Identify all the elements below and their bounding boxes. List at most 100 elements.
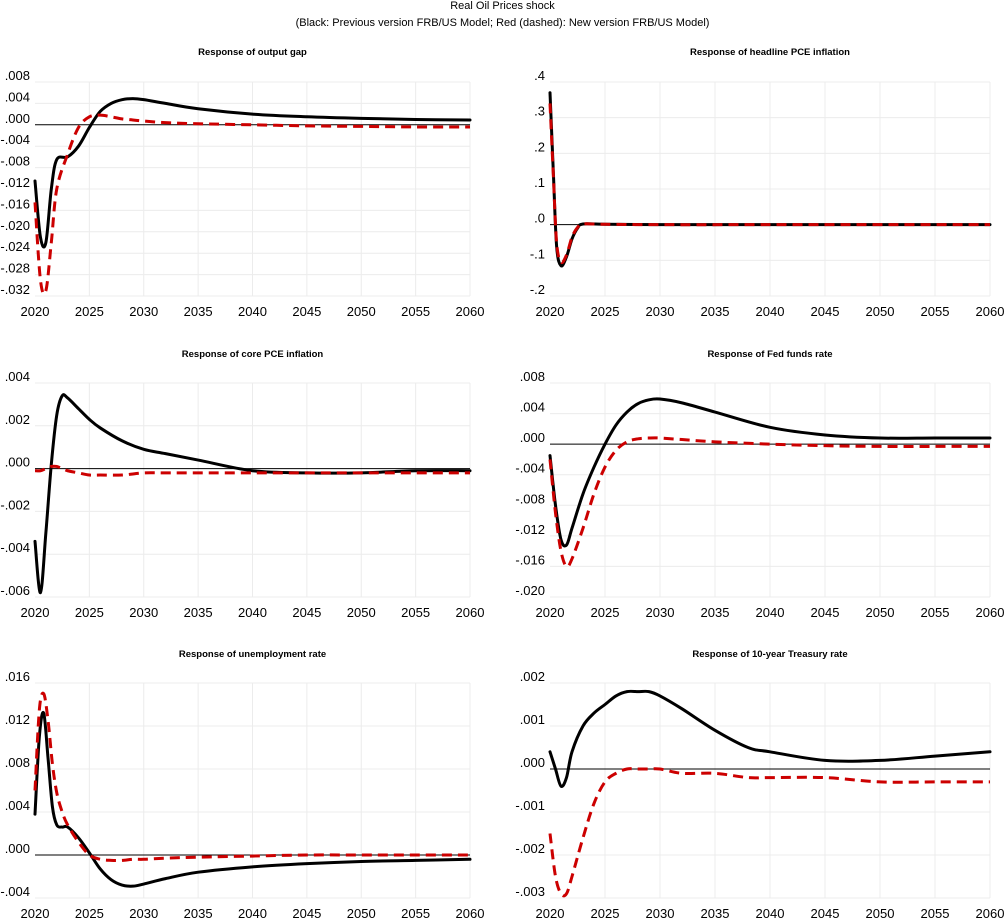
x-tick-label: 2020 bbox=[21, 605, 50, 620]
x-tick-label: 2050 bbox=[866, 605, 895, 620]
x-tick-label: 2055 bbox=[921, 304, 950, 319]
series-line-previous-frbus bbox=[33, 97, 472, 249]
y-tick-label: -.004 bbox=[515, 461, 545, 476]
x-tick-label: 2045 bbox=[811, 906, 840, 921]
x-tick-label: 2025 bbox=[591, 605, 620, 620]
x-tick-label: 2030 bbox=[129, 906, 158, 921]
y-tick-label: .1 bbox=[534, 175, 545, 190]
x-tick-label: 2025 bbox=[591, 906, 620, 921]
x-tick-label: 2055 bbox=[401, 906, 430, 921]
x-tick-label: 2050 bbox=[866, 906, 895, 921]
x-tick-label: 2045 bbox=[292, 906, 321, 921]
chart-panel-3: Response of core PCE inflation 2020 2025 20… bbox=[0, 349, 484, 620]
x-tick-label: 2045 bbox=[811, 605, 840, 620]
x-tick-label: 2055 bbox=[921, 605, 950, 620]
y-tick-label: .000 bbox=[5, 455, 30, 470]
x-tick-label: 2030 bbox=[129, 605, 158, 620]
x-tick-label: 2060 bbox=[976, 605, 1005, 620]
series-line-new-frbus bbox=[548, 767, 990, 898]
y-tick-label: -.028 bbox=[0, 261, 30, 276]
chart-panel-6: Response of 10-year Treasury rate 2020 202… bbox=[515, 649, 1004, 921]
x-tick-label: 2050 bbox=[866, 304, 895, 319]
y-tick-label: -.002 bbox=[0, 497, 30, 512]
x-tick-label: 2050 bbox=[347, 605, 376, 620]
chart-title: Response of Fed funds rate bbox=[707, 349, 832, 360]
y-tick-label: -.012 bbox=[515, 522, 545, 537]
chart-title: Response of 10-year Treasury rate bbox=[692, 649, 847, 660]
figure-subtitle-legend: (Black: Previous version FRB/US Model; R… bbox=[295, 17, 710, 29]
x-tick-label: 2020 bbox=[21, 906, 50, 921]
y-tick-label: -.2 bbox=[530, 282, 545, 297]
chart-title: Response of core PCE inflation bbox=[182, 349, 324, 360]
x-tick-label: 2050 bbox=[347, 906, 376, 921]
y-tick-label: .002 bbox=[5, 412, 30, 427]
x-tick-label: 2060 bbox=[976, 304, 1005, 319]
chart-panel-2: Response of headline PCE inflation 2020 20… bbox=[530, 47, 1005, 319]
series-line-new-frbus bbox=[34, 464, 470, 477]
x-tick-label: 2035 bbox=[184, 605, 213, 620]
x-tick-label: 2035 bbox=[701, 605, 730, 620]
x-tick-label: 2040 bbox=[238, 906, 267, 921]
y-tick-label: -.008 bbox=[515, 491, 545, 506]
x-tick-label: 2020 bbox=[536, 605, 565, 620]
chart-panel-4: Response of Fed funds rate 2020 2025 2030 20… bbox=[515, 349, 1004, 620]
x-tick-label: 2045 bbox=[292, 605, 321, 620]
y-tick-label: .012 bbox=[5, 712, 30, 727]
chart-panel-1: Response of output gap 2020 2025 2030 2035 20… bbox=[0, 47, 484, 319]
y-tick-label: .004 bbox=[5, 369, 30, 384]
x-tick-label: 2040 bbox=[238, 605, 267, 620]
y-tick-label: -.016 bbox=[515, 552, 545, 567]
y-tick-label: .004 bbox=[5, 89, 30, 104]
y-tick-label: .000 bbox=[5, 111, 30, 126]
x-tick-label: 2060 bbox=[456, 605, 485, 620]
series-line-new-frbus bbox=[548, 103, 990, 265]
x-tick-label: 2020 bbox=[536, 906, 565, 921]
y-tick-label: .4 bbox=[534, 68, 545, 83]
y-tick-label: -.020 bbox=[0, 218, 30, 233]
y-tick-label: -.1 bbox=[530, 246, 545, 261]
x-tick-label: 2030 bbox=[646, 906, 675, 921]
series-line-new-frbus bbox=[33, 113, 471, 296]
y-tick-label: .016 bbox=[5, 669, 30, 684]
series-line-previous-frbus bbox=[548, 397, 992, 548]
figure-title: Real Oil Prices shock bbox=[450, 0, 555, 12]
x-tick-label: 2040 bbox=[756, 605, 785, 620]
y-tick-label: .000 bbox=[520, 755, 545, 770]
x-tick-label: 2055 bbox=[401, 304, 430, 319]
y-tick-label: -.020 bbox=[515, 583, 545, 598]
x-tick-label: 2035 bbox=[701, 304, 730, 319]
x-tick-label: 2030 bbox=[646, 605, 675, 620]
y-tick-label: .3 bbox=[534, 104, 545, 119]
x-tick-label: 2035 bbox=[184, 906, 213, 921]
x-tick-label: 2040 bbox=[756, 304, 785, 319]
y-tick-label: .004 bbox=[5, 798, 30, 813]
chart-title: Response of unemployment rate bbox=[179, 649, 326, 660]
x-tick-label: 2020 bbox=[21, 304, 50, 319]
x-tick-label: 2060 bbox=[456, 304, 485, 319]
y-tick-label: .008 bbox=[520, 369, 545, 384]
x-tick-label: 2050 bbox=[347, 304, 376, 319]
x-tick-label: 2045 bbox=[292, 304, 321, 319]
y-tick-label: -.004 bbox=[0, 132, 30, 147]
y-tick-label: .0 bbox=[534, 211, 545, 226]
y-tick-label: .2 bbox=[534, 139, 545, 154]
y-tick-label: -.016 bbox=[0, 196, 30, 211]
chart-title: Response of headline PCE inflation bbox=[690, 47, 850, 58]
y-tick-label: .008 bbox=[5, 755, 30, 770]
x-tick-label: 2025 bbox=[75, 304, 104, 319]
x-tick-label: 2025 bbox=[75, 906, 104, 921]
x-tick-label: 2055 bbox=[921, 906, 950, 921]
series-line-previous-frbus bbox=[548, 689, 992, 788]
y-tick-label: -.004 bbox=[0, 884, 30, 899]
y-tick-label: .004 bbox=[520, 400, 545, 415]
x-tick-label: 2040 bbox=[238, 304, 267, 319]
y-tick-label: -.024 bbox=[0, 239, 30, 254]
y-tick-label: -.008 bbox=[0, 154, 30, 169]
series-line-new-frbus bbox=[548, 436, 990, 569]
y-tick-label: .000 bbox=[520, 430, 545, 445]
x-tick-label: 2030 bbox=[646, 304, 675, 319]
y-tick-label: -.001 bbox=[515, 798, 545, 813]
chart-panel-5: Response of unemployment rate 2020 2025 203… bbox=[0, 649, 484, 921]
x-tick-label: 2060 bbox=[976, 906, 1005, 921]
